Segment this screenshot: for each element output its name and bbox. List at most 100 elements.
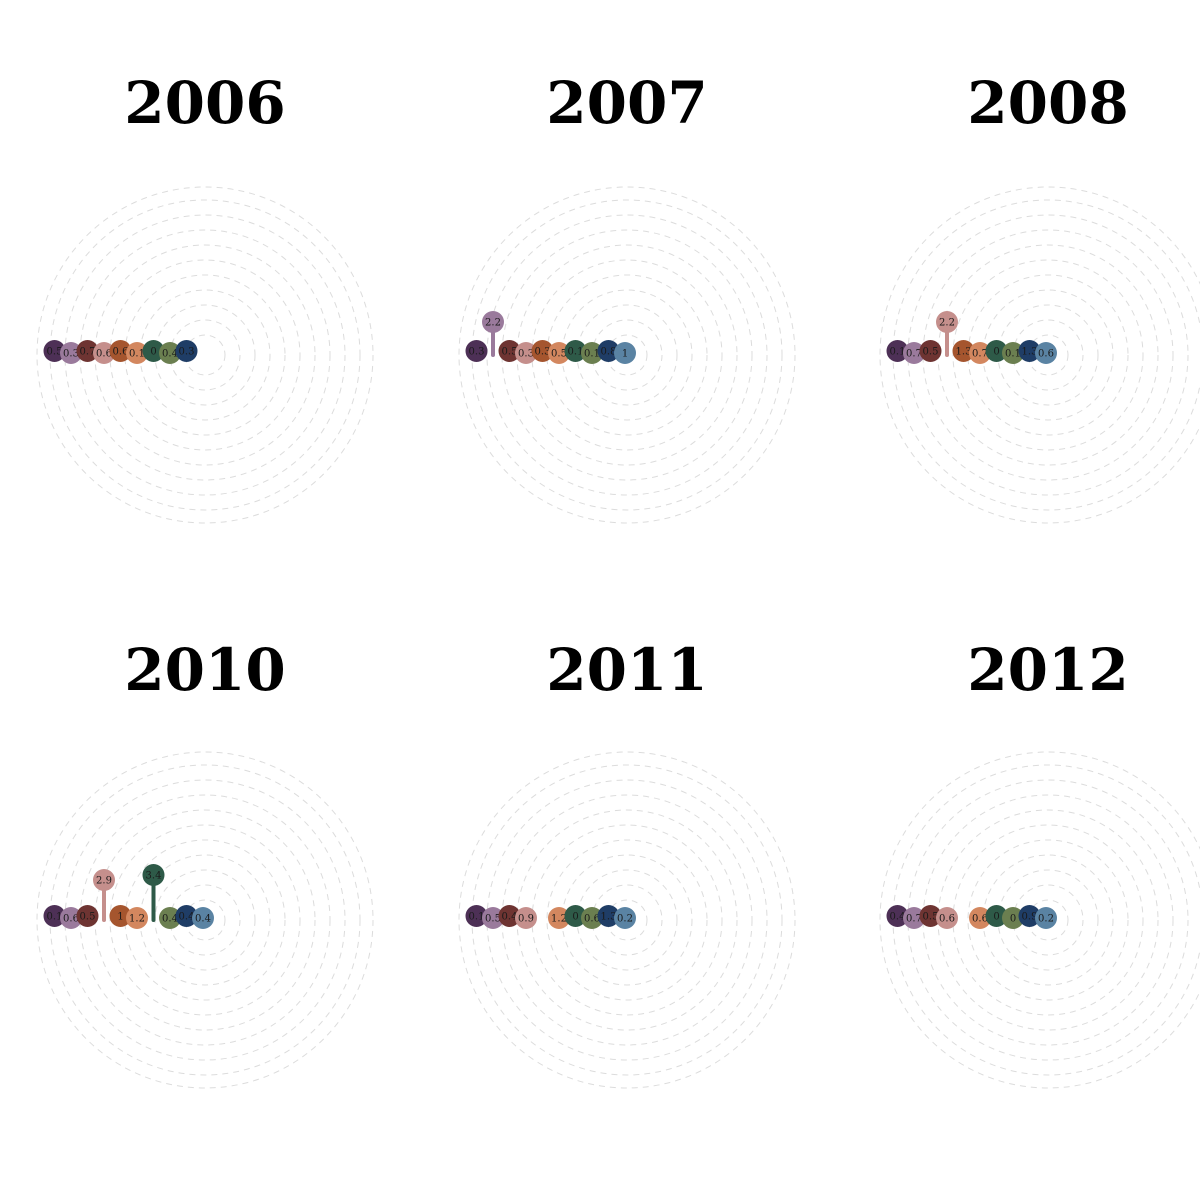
grid-ring (967, 839, 1129, 1001)
value-dot (919, 905, 942, 927)
value-label: 0.6 (1038, 349, 1054, 360)
value-dot (1002, 907, 1024, 929)
value-dot (548, 907, 570, 929)
grid-ring (36, 186, 374, 524)
value-dot (969, 907, 991, 929)
value-dot (564, 340, 587, 362)
grid-ring (1012, 319, 1084, 391)
grid-ring (458, 186, 796, 524)
grid-ring (606, 334, 648, 376)
value-label: 0.5 (47, 347, 63, 358)
value-label: 0.6 (939, 914, 955, 925)
value-dot (175, 340, 198, 362)
value-label: 0.4 (890, 912, 906, 923)
value-dot (952, 340, 975, 362)
value-label: 0.4 (195, 914, 211, 925)
value-label: 0.9 (1022, 912, 1038, 923)
grid-ring (486, 214, 768, 496)
value-dot (482, 311, 504, 333)
value-label: 0.1 (47, 912, 63, 923)
grid-ring (1012, 884, 1084, 956)
value-label: 0.5 (923, 912, 939, 923)
value-label: 0.1 (584, 349, 600, 360)
value-label: 0.2 (1038, 914, 1054, 925)
value-label: 0.3 (63, 349, 79, 360)
value-dot (936, 311, 958, 333)
panel-title: 2007 (546, 69, 707, 137)
value-dot (109, 340, 132, 362)
value-label: 0.8 (601, 347, 617, 358)
value-dot (903, 907, 925, 929)
radial-grid (879, 186, 1200, 524)
value-label: 0 (150, 347, 156, 358)
grid-ring (184, 334, 226, 376)
value-dot (886, 340, 909, 362)
value-dot (1035, 342, 1057, 364)
grid-ring (184, 899, 226, 941)
value-label: 0.6 (972, 914, 988, 925)
grid-ring (79, 794, 331, 1046)
value-dot (43, 340, 66, 362)
grid-ring (124, 274, 286, 436)
grid-ring (169, 319, 241, 391)
value-label: 0 (572, 912, 578, 923)
grid-ring (591, 319, 663, 391)
value-dot (142, 340, 165, 362)
grid-ring (1027, 899, 1069, 941)
value-dot (192, 907, 214, 929)
value-label: 0.5 (485, 914, 501, 925)
grid-ring (967, 274, 1129, 436)
value-dot (985, 905, 1008, 927)
panel-title: 2012 (967, 636, 1128, 704)
grid-ring (458, 751, 796, 1089)
value-dot (581, 342, 603, 364)
value-label: 0.5 (551, 349, 567, 360)
grid-ring (907, 779, 1189, 1061)
panel-title: 2008 (967, 69, 1128, 137)
value-dot (919, 340, 942, 362)
value-dot (903, 342, 925, 364)
value-dot (76, 905, 99, 927)
grid-ring (922, 794, 1174, 1046)
value-label: 1.2 (129, 914, 145, 925)
grid-ring (169, 884, 241, 956)
panel-title: 2011 (546, 636, 707, 704)
value-label: 0.1 (568, 347, 584, 358)
value-dot (93, 342, 115, 364)
value-label: 0.1 (469, 912, 485, 923)
grid-ring (591, 884, 663, 956)
value-dot (159, 342, 181, 364)
value-dot (581, 907, 603, 929)
value-dot (985, 340, 1008, 362)
value-dot (548, 342, 570, 364)
grid-ring (36, 751, 374, 1089)
value-label: 1.3 (601, 912, 617, 923)
value-label: 0.7 (972, 349, 988, 360)
value-label: 0 (993, 347, 999, 358)
value-label: 0.4 (502, 912, 518, 923)
grid-ring (486, 779, 768, 1061)
value-label: 0.7 (906, 914, 922, 925)
value-dot (175, 905, 198, 927)
value-dot (93, 869, 115, 891)
value-label: 1 (622, 349, 628, 360)
value-dot (498, 340, 521, 362)
value-label: 0.5 (502, 347, 518, 358)
grid-ring (501, 229, 753, 481)
value-label: 1.3 (1022, 347, 1038, 358)
value-label: 0.3 (469, 347, 485, 358)
grid-ring (79, 229, 331, 481)
grid-ring (109, 824, 301, 1016)
value-dot (597, 905, 620, 927)
value-label: 0.3 (179, 347, 195, 358)
value-dot (515, 907, 537, 929)
value-dot (969, 342, 991, 364)
value-dot (614, 342, 636, 364)
value-dot (60, 342, 82, 364)
value-dot (498, 905, 521, 927)
value-label: 1.2 (551, 914, 567, 925)
